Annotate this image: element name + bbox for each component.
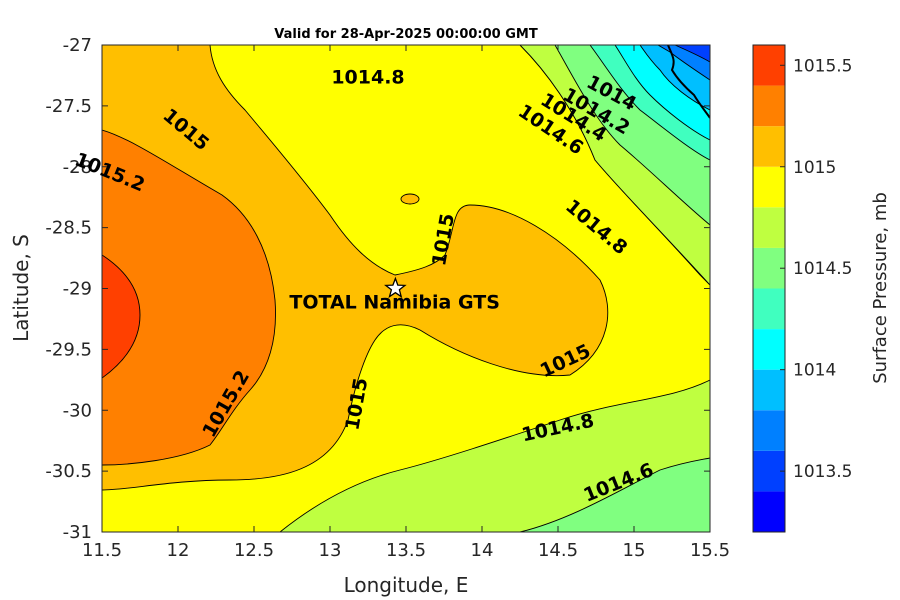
y-tick-label: -27.5 [45,96,92,117]
pressure-ripple [400,193,420,205]
y-axis-label: Latitude, S [9,234,33,342]
x-tick-label: 11.5 [82,540,122,561]
colorbar-segment [753,410,785,451]
x-tick-label: 12.5 [234,540,274,561]
colorbar-tick-label: 1015.5 [793,56,852,76]
colorbar-tick-label: 1014 [793,361,836,381]
contour-label: 1014.8 [331,66,404,88]
site-star-icon [384,276,407,299]
x-tick-label: 14 [471,540,494,561]
colorbar-segment [753,288,785,330]
colorbar-segment [753,329,785,370]
colorbar-segment [753,126,785,167]
colorbar-label: Surface Pressure, mb [870,192,891,384]
colorbar-tick-label: 1015 [793,158,836,178]
colorbar-segment [753,247,785,289]
y-tick-label: -30.5 [45,461,92,482]
colorbar-tick-label: 1013.5 [793,462,852,482]
chart-title: Valid for 28-Apr-2025 00:00:00 GMT [274,27,538,42]
colorbar-segment [753,491,785,532]
x-axis-ticks: 11.5 12 12.5 13 13.5 14 14.5 15 15.5 [82,45,730,561]
y-tick-label: -28 [63,157,92,178]
x-tick-label: 15 [623,540,646,561]
colorbar-segment [753,166,785,208]
y-tick-label: -29 [63,279,92,300]
colorbar-segment [753,450,785,492]
level-1015.4-1015.6 [102,254,141,379]
colorbar-segment [753,207,785,248]
x-axis-label: Longitude, E [344,573,469,597]
x-tick-label: 12 [167,540,190,561]
colorbar-segment [753,85,785,127]
y-tick-label: -31 [63,522,92,543]
colorbar: 1013.5 1014 1014.5 1015 1015.5 [752,44,852,533]
level-1014.4-1014.6-southeast [519,457,710,532]
x-tick-label: 13.5 [386,540,426,561]
x-tick-label: 14.5 [538,540,578,561]
coastline [667,45,710,119]
colorbar-frame [752,44,786,533]
x-tick-label: 13 [319,540,342,561]
y-axis-ticks: -27 -27.5 -28 -28.5 -29 -29.5 -30 -30.5 -31 [45,35,710,543]
site-label: TOTAL Namibia GTS [289,292,500,314]
site-marker: TOTAL Namibia GTS [289,276,500,314]
y-tick-label: -30 [63,400,92,421]
y-tick-label: -29.5 [45,339,92,360]
colorbar-segment [753,45,785,86]
colorbar-segment [753,369,785,411]
colorbar-tick-label: 1014.5 [793,259,852,279]
level-1015.2-1015.4 [102,129,276,466]
contour-fill [102,45,710,532]
x-tick-label: 15.5 [690,540,730,561]
y-tick-label: -27 [63,35,92,56]
y-tick-label: -28.5 [45,218,92,239]
level-1013.4-1013.6 [674,45,710,63]
